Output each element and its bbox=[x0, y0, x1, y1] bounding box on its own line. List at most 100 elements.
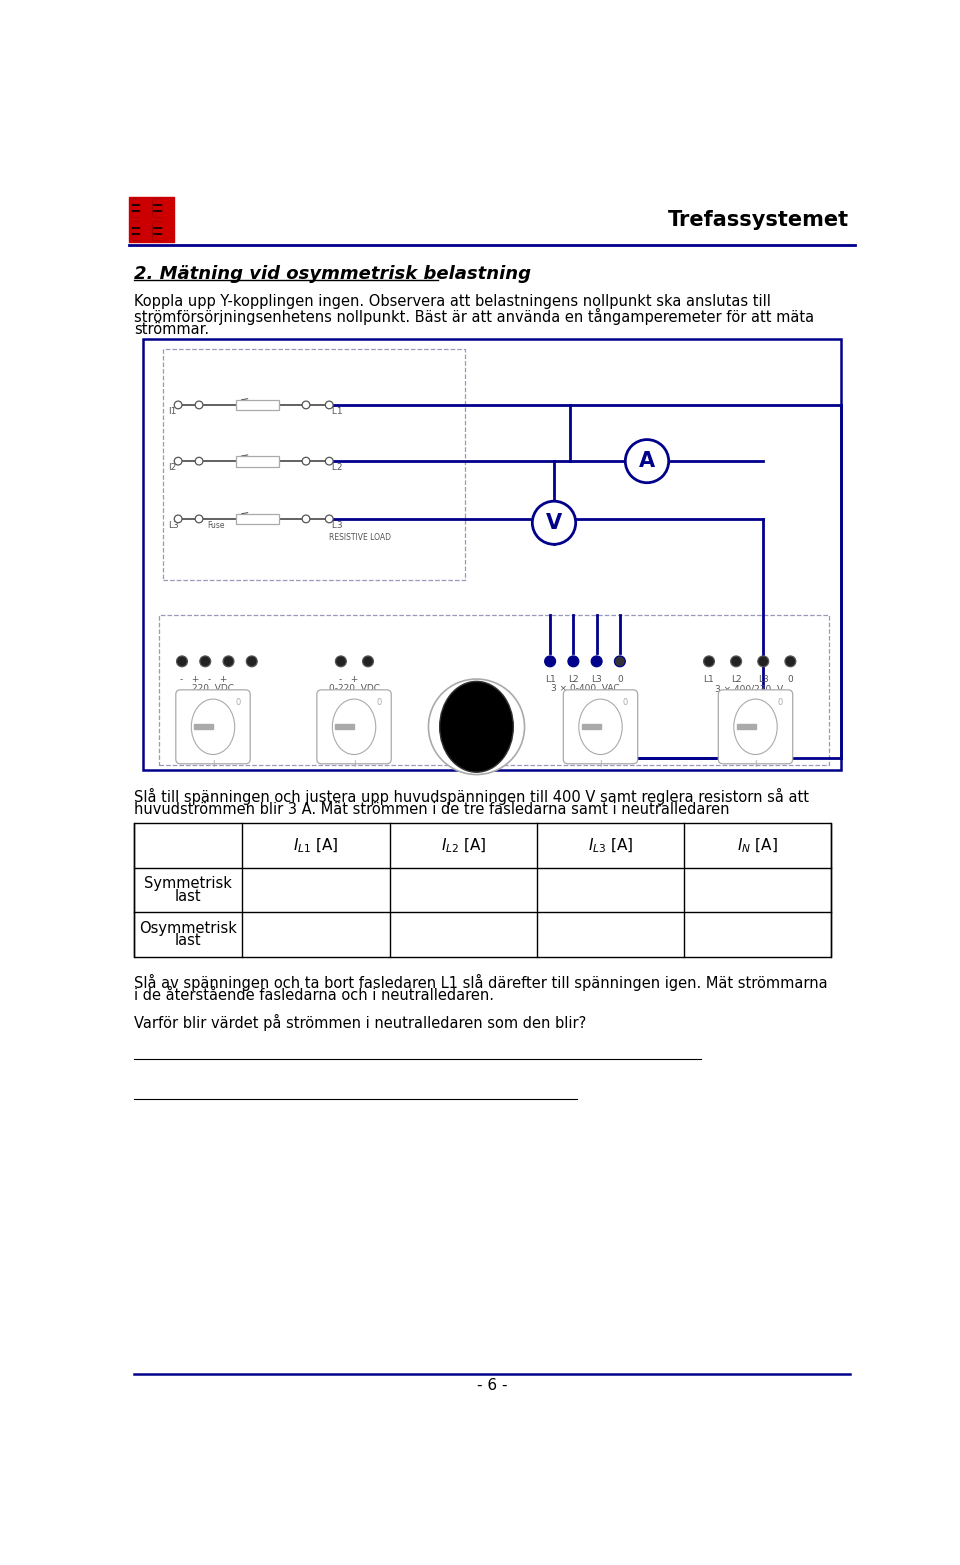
Bar bbox=[154, 228, 162, 232]
Bar bbox=[132, 235, 142, 238]
Circle shape bbox=[175, 401, 182, 408]
Circle shape bbox=[195, 457, 203, 465]
Text: L3: L3 bbox=[168, 521, 179, 531]
Text: l1: l1 bbox=[168, 407, 177, 416]
Bar bbox=[132, 222, 139, 238]
Bar bbox=[154, 207, 162, 210]
Circle shape bbox=[568, 656, 579, 667]
Circle shape bbox=[363, 656, 373, 667]
Bar bbox=[143, 338, 841, 770]
Text: 0: 0 bbox=[787, 675, 793, 684]
Circle shape bbox=[302, 457, 310, 465]
FancyBboxPatch shape bbox=[718, 690, 793, 764]
Circle shape bbox=[200, 656, 210, 667]
Text: i de återstående fasledarna och i neutralledaren.: i de återstående fasledarna och i neutra… bbox=[134, 988, 494, 1003]
Circle shape bbox=[591, 656, 602, 667]
Text: Fuse: Fuse bbox=[207, 521, 225, 531]
Text: L1: L1 bbox=[544, 675, 556, 684]
Text: V: V bbox=[546, 513, 562, 532]
Text: Slå av spänningen och ta bort fasledaren L1 slå därefter till spänningen igen. M: Slå av spänningen och ta bort fasledaren… bbox=[134, 973, 828, 991]
Bar bbox=[236, 513, 278, 524]
Text: huvudströmmen blir 3 A. Mät strömmen i de tre fasledarna samt i neutralledaren: huvudströmmen blir 3 A. Mät strömmen i d… bbox=[134, 803, 730, 817]
Circle shape bbox=[302, 515, 310, 523]
Bar bbox=[154, 213, 164, 216]
Bar bbox=[194, 725, 213, 729]
Circle shape bbox=[625, 440, 669, 482]
Text: - 6 -: - 6 - bbox=[477, 1377, 507, 1393]
Text: L3: L3 bbox=[757, 675, 769, 684]
Bar bbox=[132, 228, 140, 232]
Bar bbox=[582, 725, 601, 729]
Bar bbox=[335, 725, 354, 729]
Bar bbox=[162, 349, 465, 581]
Bar bbox=[154, 222, 164, 225]
Text: -   +   -   +: - + - + bbox=[180, 675, 228, 684]
Text: RESISTIVE LOAD: RESISTIVE LOAD bbox=[329, 532, 392, 541]
Text: I: I bbox=[353, 761, 355, 768]
Text: Symmetrisk: Symmetrisk bbox=[144, 876, 232, 892]
Circle shape bbox=[704, 656, 714, 667]
Bar bbox=[158, 615, 829, 765]
Circle shape bbox=[302, 401, 310, 408]
Text: L2: L2 bbox=[329, 463, 343, 473]
Text: -   +: - + bbox=[339, 675, 359, 684]
Circle shape bbox=[195, 401, 203, 408]
Bar bbox=[236, 399, 278, 410]
Circle shape bbox=[428, 679, 524, 775]
Bar bbox=[132, 207, 140, 210]
Text: L3: L3 bbox=[329, 521, 343, 531]
Text: 2. Mätning vid osymmetrisk belastning: 2. Mätning vid osymmetrisk belastning bbox=[134, 264, 531, 283]
Bar bbox=[154, 235, 164, 238]
Bar bbox=[737, 725, 756, 729]
Circle shape bbox=[325, 515, 333, 523]
Text: L1: L1 bbox=[329, 407, 343, 416]
Text: $I_{L2}$ [A]: $I_{L2}$ [A] bbox=[441, 836, 486, 854]
Ellipse shape bbox=[191, 700, 234, 754]
Bar bbox=[154, 199, 161, 216]
Text: last: last bbox=[175, 889, 202, 903]
Circle shape bbox=[614, 656, 625, 667]
Text: 0: 0 bbox=[376, 698, 381, 707]
Ellipse shape bbox=[733, 700, 778, 754]
Text: l2: l2 bbox=[168, 463, 177, 473]
Circle shape bbox=[325, 401, 333, 408]
Ellipse shape bbox=[440, 681, 514, 772]
Ellipse shape bbox=[332, 700, 375, 754]
Text: $I_{L1}$ [A]: $I_{L1}$ [A] bbox=[293, 836, 339, 854]
Text: 0-220  VDC: 0-220 VDC bbox=[328, 684, 379, 693]
Bar bbox=[132, 222, 142, 225]
Circle shape bbox=[247, 656, 257, 667]
Circle shape bbox=[175, 457, 182, 465]
Text: Osymmetrisk: Osymmetrisk bbox=[139, 922, 237, 936]
Circle shape bbox=[195, 515, 203, 523]
Circle shape bbox=[177, 656, 187, 667]
Circle shape bbox=[223, 656, 234, 667]
Text: 0: 0 bbox=[778, 698, 783, 707]
FancyBboxPatch shape bbox=[317, 690, 392, 764]
Circle shape bbox=[532, 501, 576, 545]
Text: Varför blir värdet på strömmen i neutralledaren som den blir?: Varför blir värdet på strömmen i neutral… bbox=[134, 1014, 587, 1031]
Text: 3 × 400/230  V: 3 × 400/230 V bbox=[715, 684, 783, 693]
FancyBboxPatch shape bbox=[176, 690, 251, 764]
Bar bbox=[154, 222, 161, 238]
Text: I: I bbox=[212, 761, 214, 768]
Text: L3: L3 bbox=[591, 675, 602, 684]
Bar bbox=[134, 823, 831, 958]
Text: Slå till spänningen och justera upp huvudspänningen till 400 V samt reglera resi: Slå till spänningen och justera upp huvu… bbox=[134, 789, 809, 806]
Text: L2: L2 bbox=[731, 675, 741, 684]
Text: 0: 0 bbox=[623, 698, 628, 707]
Text: $I_{L3}$ [A]: $I_{L3}$ [A] bbox=[588, 836, 634, 854]
Bar bbox=[154, 199, 164, 203]
Ellipse shape bbox=[579, 700, 622, 754]
Text: 220  VDC: 220 VDC bbox=[192, 684, 234, 693]
Text: Koppla upp Y-kopplingen ingen. Observera att belastningens nollpunkt ska ansluta: Koppla upp Y-kopplingen ingen. Observera… bbox=[134, 294, 771, 308]
Circle shape bbox=[544, 656, 556, 667]
Bar bbox=[130, 197, 175, 241]
Bar bbox=[132, 199, 142, 203]
Text: strömförsörjningsenhetens nollpunkt. Bäst är att använda en tångamperemeter för : strömförsörjningsenhetens nollpunkt. Bäs… bbox=[134, 308, 814, 326]
Circle shape bbox=[731, 656, 741, 667]
Circle shape bbox=[325, 457, 333, 465]
Circle shape bbox=[335, 656, 347, 667]
Text: A: A bbox=[639, 451, 655, 471]
Text: last: last bbox=[175, 933, 202, 948]
